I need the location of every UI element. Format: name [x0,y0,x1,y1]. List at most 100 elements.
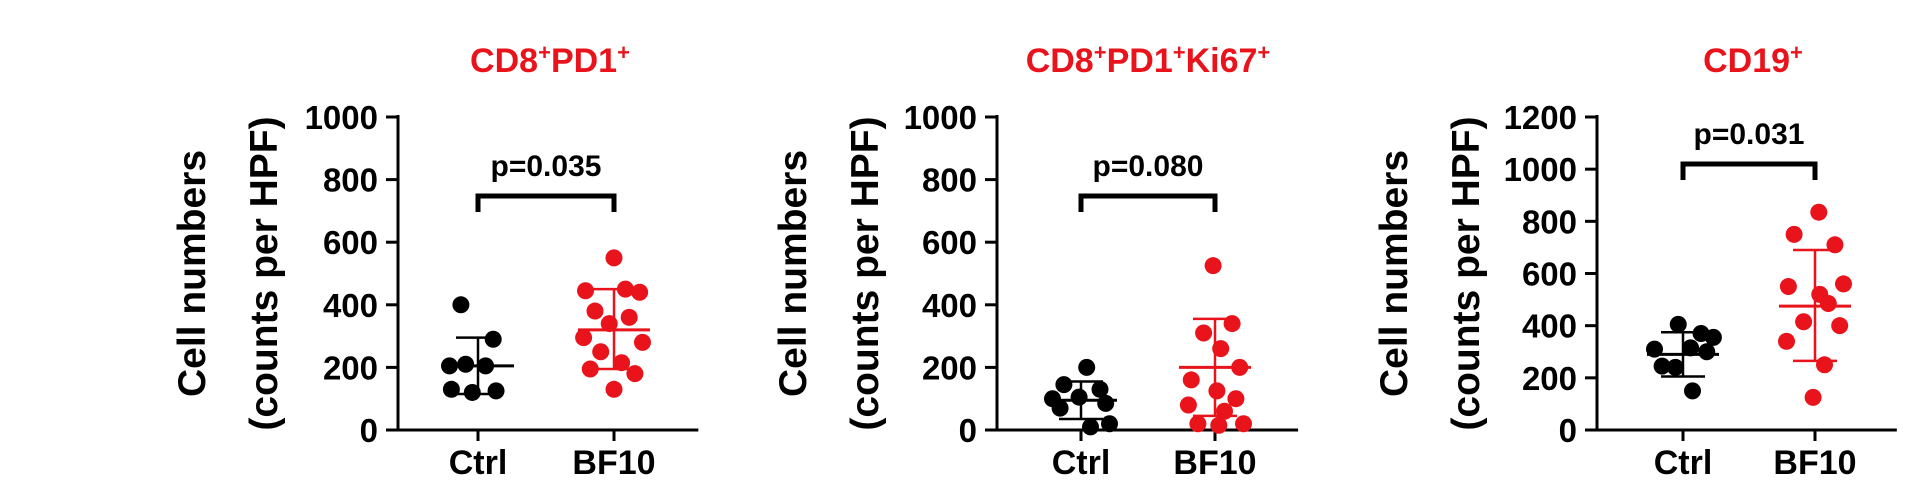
data-point [1189,415,1207,433]
data-point [1835,275,1852,293]
data-point [1684,382,1701,400]
data-point [484,330,502,348]
panel-3: CD19+ Cell numbers (counts per HPF) 0 200 400… [1373,40,1897,482]
y-tick-label: 800 [922,162,977,199]
y-tick-label: 1000 [1504,151,1577,188]
data-point [1810,203,1828,221]
data-point [1795,313,1813,331]
chart-title: CD8+PD1+Ki67+ [1026,40,1271,80]
y-tick-label: 1000 [305,99,378,136]
y-axis-label-line: (counts per HPF) [243,116,286,430]
series-bf10 [1179,257,1252,434]
title-superscript: + [617,40,630,65]
chart-title: CD19+ [1703,40,1803,80]
data-point [581,360,599,378]
title-part: Ki67 [1186,42,1258,80]
y-tick-label: 400 [922,287,977,324]
data-point [1195,324,1213,342]
y-axis-label-line: (counts per HPF) [844,116,887,430]
data-point [1179,396,1197,414]
y-tick-label: 600 [922,224,977,261]
title-superscript: + [1257,40,1270,65]
y-axis-label-line: Cell numbers [772,150,815,397]
y-axis-label-line: Cell numbers [171,150,214,397]
data-point [1235,415,1252,433]
x-tick-label: Ctrl [449,444,508,482]
p-value-label: p=0.035 [491,150,602,183]
data-point [1182,371,1200,389]
significance-bracket [1680,161,1818,180]
data-point [452,296,470,314]
series-bf10 [1778,203,1852,406]
y-tick-label: 1000 [904,99,977,136]
data-point [613,354,631,372]
data-point [1051,399,1069,417]
x-tick-label: BF10 [1773,444,1856,482]
y-axis-label: Cell numbers (counts per HPF) [171,116,286,430]
y-tick-label: 800 [323,162,378,199]
data-point [1204,257,1222,275]
chart-title: CD8+PD1+ [470,40,630,80]
y-axis-label: Cell numbers (counts per HPF) [1373,116,1488,430]
y-tick-label: 200 [323,349,378,386]
data-point [1223,315,1241,333]
title-part: CD19 [1703,42,1790,80]
series-ctrl [1646,315,1722,400]
data-point [634,333,651,351]
data-point [626,365,644,383]
y-tick-label: 400 [1522,308,1577,345]
data-point [487,382,505,400]
significance-bracket [1078,193,1218,212]
data-point [1778,332,1795,350]
y-axis-label: Cell numbers (counts per HPF) [772,116,887,430]
series-ctrl [441,296,514,401]
data-point [1070,388,1088,406]
data-point [1819,294,1837,312]
y-tick-label: 0 [959,412,977,449]
y-tick-label: 0 [360,412,378,449]
y-tick-label: 0 [1559,412,1577,449]
y-tick-label: 400 [323,287,378,324]
y-axis-label-line: Cell numbers [1373,150,1416,397]
data-point [1666,358,1684,376]
data-point [1082,418,1099,436]
data-point [1078,358,1096,376]
y-tick-label: 600 [323,224,378,261]
y-tick-label: 200 [1522,360,1577,397]
series-bf10 [575,249,651,398]
panel-2: CD8+PD1+Ki67+ Cell numbers (counts per HPF… [772,40,1299,482]
data-point [1816,356,1833,374]
title-part: CD8 [470,42,538,80]
data-point [1097,394,1115,412]
data-point [592,343,610,361]
title-superscript: + [1094,40,1107,65]
panel-1: CD8+PD1+ Cell numbers (counts per HPF) 0 200… [171,40,699,482]
data-point [457,355,475,373]
data-point [605,380,623,398]
data-point [1653,357,1671,375]
data-point [631,283,649,301]
data-point [620,308,638,326]
data-point [1055,376,1073,394]
data-point [586,302,604,320]
data-point [442,380,460,398]
x-tick-label: Ctrl [1654,444,1713,482]
x-tick-label: Ctrl [1052,444,1111,482]
data-point [1804,388,1822,406]
title-superscript: + [1173,40,1186,65]
title-part: PD1 [1107,42,1173,80]
data-point [1091,380,1109,398]
p-value-label: p=0.080 [1093,150,1204,183]
data-point [1669,315,1687,333]
y-tick-label: 600 [1522,256,1577,293]
y-axis-label-line: (counts per HPF) [1445,116,1488,430]
data-point [1785,225,1803,243]
data-point [1208,382,1226,400]
data-point [1682,339,1700,357]
title-superscript: + [538,40,551,65]
p-value-label: p=0.031 [1694,118,1805,151]
data-point [575,329,593,347]
x-tick-label: BF10 [1173,444,1256,482]
x-tick-label: BF10 [572,444,655,482]
